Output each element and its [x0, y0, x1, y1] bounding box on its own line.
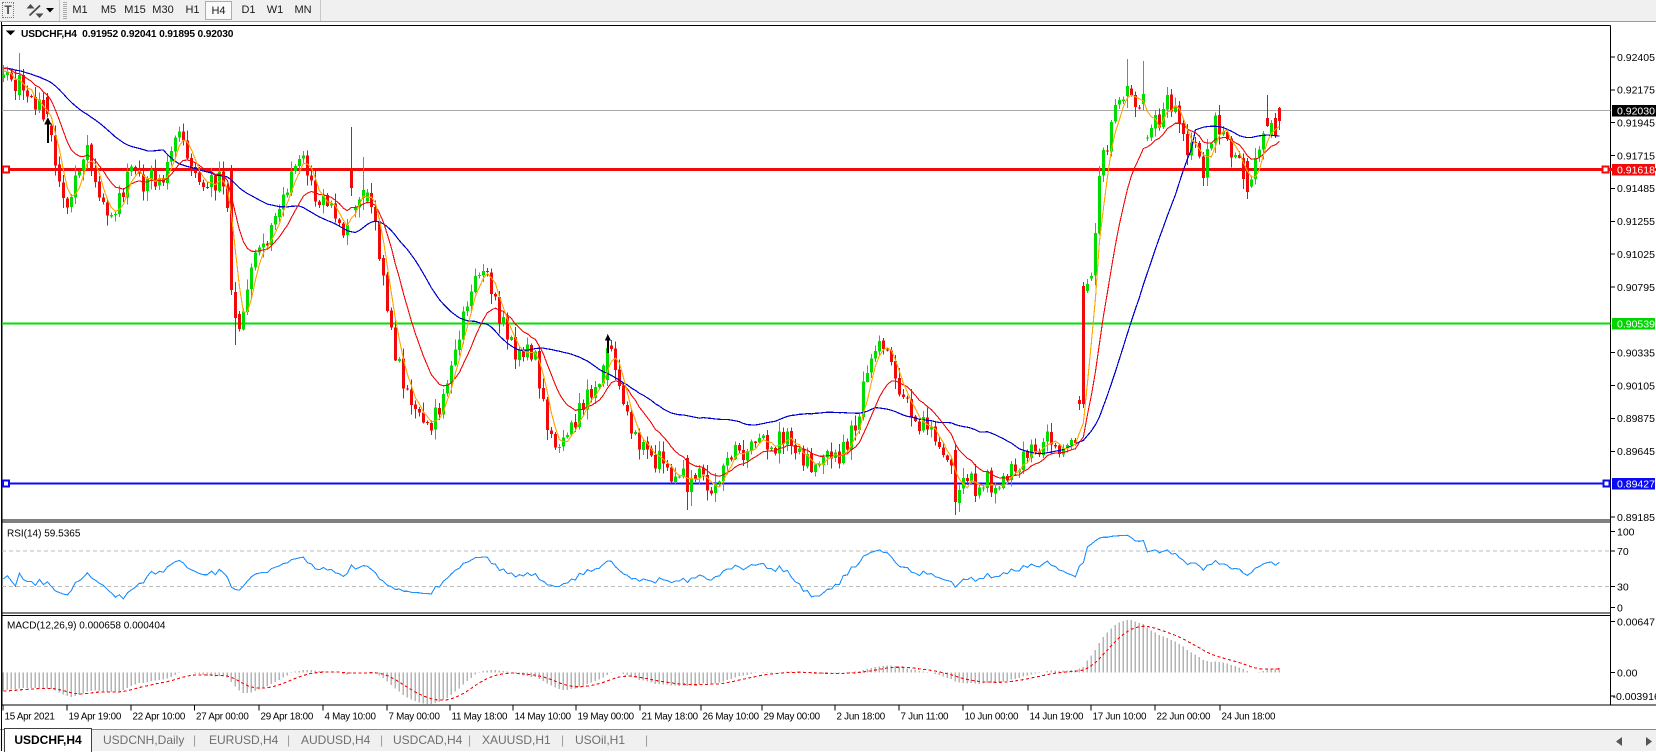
- svg-text:RSI(14) 59.5365: RSI(14) 59.5365: [7, 529, 81, 540]
- svg-text:0.92175: 0.92175: [1617, 85, 1655, 97]
- svg-text:22 Jun 00:00: 22 Jun 00:00: [1157, 712, 1211, 723]
- svg-text:0.91255: 0.91255: [1617, 216, 1655, 228]
- svg-text:0.89427: 0.89427: [1617, 479, 1655, 491]
- svg-text:11 May 18:00: 11 May 18:00: [452, 712, 508, 723]
- svg-text:7 May 00:00: 7 May 00:00: [389, 712, 441, 723]
- svg-text:4 May 10:00: 4 May 10:00: [325, 712, 377, 723]
- svg-text:29 May 00:00: 29 May 00:00: [764, 712, 821, 723]
- svg-text:0.90335: 0.90335: [1617, 348, 1655, 360]
- svg-text:0.91945: 0.91945: [1617, 118, 1655, 130]
- svg-text:0.91618: 0.91618: [1617, 165, 1655, 177]
- svg-text:7 Jun 11:00: 7 Jun 11:00: [901, 712, 950, 723]
- svg-text:22 Apr 10:00: 22 Apr 10:00: [133, 712, 186, 723]
- svg-text:0.89875: 0.89875: [1617, 413, 1655, 425]
- svg-text:0.00647: 0.00647: [1617, 616, 1655, 628]
- svg-text:0.92030: 0.92030: [1617, 106, 1655, 118]
- svg-text:100: 100: [1617, 526, 1635, 538]
- svg-text:USDCHF,H4 0.91952 0.92041 0.9: USDCHF,H4 0.91952 0.92041 0.91895 0.9203…: [21, 29, 234, 40]
- svg-text:0.90795: 0.90795: [1617, 282, 1655, 294]
- svg-text:70: 70: [1617, 546, 1629, 558]
- svg-text:17 Jun 10:00: 17 Jun 10:00: [1093, 712, 1147, 723]
- svg-text:0.89645: 0.89645: [1617, 446, 1655, 458]
- svg-text:-0.003916: -0.003916: [1613, 691, 1656, 703]
- svg-text:0.91715: 0.91715: [1617, 150, 1655, 162]
- svg-text:2 Jun 18:00: 2 Jun 18:00: [837, 712, 886, 723]
- svg-text:10 Jun 00:00: 10 Jun 00:00: [965, 712, 1019, 723]
- svg-text:24 Jun 18:00: 24 Jun 18:00: [1222, 712, 1276, 723]
- svg-text:0.00: 0.00: [1617, 667, 1638, 679]
- svg-text:0: 0: [1617, 602, 1623, 614]
- svg-text:MACD(12,26,9) 0.000658 0.00040: MACD(12,26,9) 0.000658 0.000404: [7, 621, 166, 632]
- svg-text:19 May 00:00: 19 May 00:00: [578, 712, 635, 723]
- svg-text:15 Apr 2021: 15 Apr 2021: [5, 712, 55, 723]
- svg-text:0.90539: 0.90539: [1617, 319, 1655, 331]
- svg-text:29 Apr 18:00: 29 Apr 18:00: [261, 712, 314, 723]
- svg-text:27 Apr 00:00: 27 Apr 00:00: [196, 712, 249, 723]
- svg-text:26 May 10:00: 26 May 10:00: [703, 712, 760, 723]
- svg-text:0.91025: 0.91025: [1617, 249, 1655, 261]
- svg-text:0.89185: 0.89185: [1617, 512, 1655, 524]
- svg-text:0.92405: 0.92405: [1617, 52, 1655, 64]
- svg-text:0.90105: 0.90105: [1617, 380, 1655, 392]
- svg-text:14 Jun 19:00: 14 Jun 19:00: [1030, 712, 1084, 723]
- svg-text:30: 30: [1617, 581, 1629, 593]
- svg-text:0.91485: 0.91485: [1617, 183, 1655, 195]
- svg-text:14 May 10:00: 14 May 10:00: [515, 712, 572, 723]
- svg-text:21 May 18:00: 21 May 18:00: [642, 712, 699, 723]
- svg-text:19 Apr 19:00: 19 Apr 19:00: [69, 712, 122, 723]
